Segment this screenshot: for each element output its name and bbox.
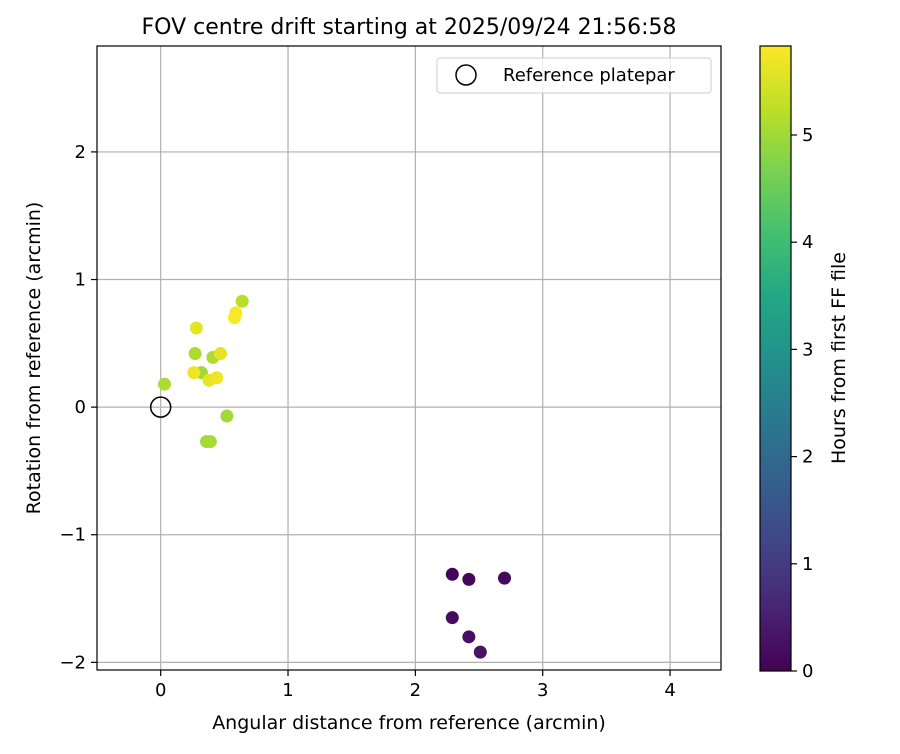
colorbar-ticks: 0 1 2 3 4 5 (791, 125, 813, 682)
grid-lines (97, 46, 721, 670)
y-tick-label: 0 (75, 397, 86, 418)
legend: Reference platepar (436, 57, 712, 94)
y-tick-label: −2 (59, 652, 86, 673)
data-points (157, 294, 512, 659)
y-tick-label: −1 (59, 525, 86, 546)
data-point (187, 366, 201, 380)
data-point (210, 371, 224, 385)
reference-marker-layer (149, 396, 172, 418)
x-tick-label: 1 (282, 680, 293, 701)
y-axis-label: Rotation from reference (arcmin) (23, 202, 45, 515)
x-axis-label: Angular distance from reference (arcmin) (212, 712, 606, 734)
data-point (445, 567, 459, 581)
x-tick-label: 0 (155, 680, 166, 701)
x-tick-label: 3 (537, 680, 548, 701)
data-point (498, 571, 512, 585)
data-point (445, 611, 459, 625)
data-point (235, 294, 249, 308)
x-axis-ticks: 0 1 2 3 4 (155, 670, 676, 701)
chart-title: FOV centre drift starting at 2025/09/24 … (142, 15, 677, 40)
colorbar-tick-label: 1 (802, 554, 813, 575)
colorbar-gradient (759, 45, 792, 672)
colorbar-tick-label: 4 (802, 232, 813, 253)
data-point (189, 321, 203, 335)
colorbar-tick-label: 3 (802, 339, 813, 360)
legend-label-reference: Reference platepar (503, 65, 675, 86)
x-tick-label: 2 (410, 680, 421, 701)
data-point (220, 409, 234, 423)
y-axis-ticks: −2 −1 0 1 2 (59, 142, 97, 673)
colorbar: 0 1 2 3 4 5 Hours from first FF file (759, 45, 850, 682)
data-point (214, 347, 228, 361)
data-point (462, 572, 476, 586)
data-point (157, 377, 171, 391)
colorbar-tick-label: 5 (802, 125, 813, 146)
y-tick-label: 2 (75, 142, 86, 163)
legend-reference-marker (455, 64, 477, 86)
colorbar-tick-label: 2 (802, 447, 813, 468)
data-point (188, 347, 202, 361)
reference-platepar-marker (149, 396, 172, 418)
legend-box (436, 57, 712, 94)
data-point (473, 645, 487, 659)
data-point (229, 306, 243, 320)
y-tick-label: 1 (75, 270, 86, 291)
data-point (462, 630, 476, 644)
colorbar-label: Hours from first FF file (828, 252, 850, 464)
plot-frame (96, 45, 722, 671)
data-point (203, 435, 217, 449)
x-tick-label: 4 (664, 680, 675, 701)
colorbar-tick-label: 0 (802, 661, 813, 682)
